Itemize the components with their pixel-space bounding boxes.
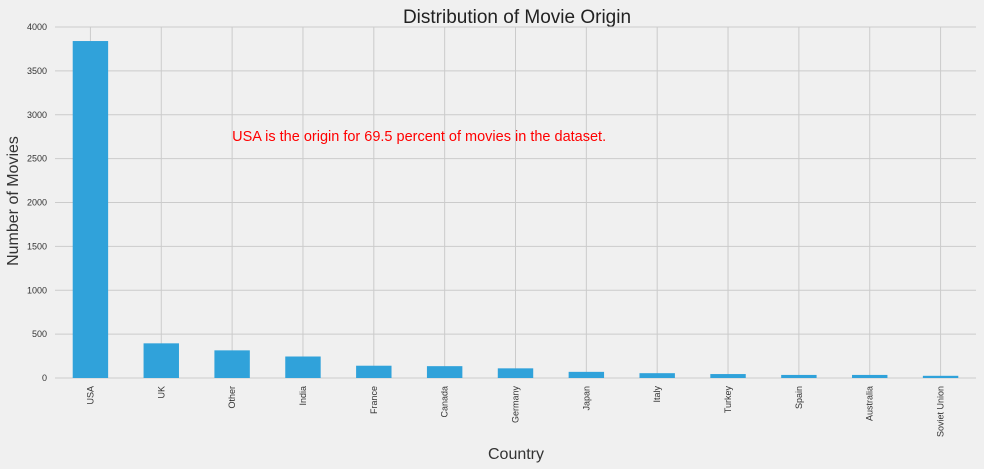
- y-tick-label: 3000: [27, 110, 47, 120]
- x-tick-label: Soviet Union: [936, 386, 946, 437]
- x-tick-label: India: [298, 386, 308, 406]
- x-tick-label: Germany: [511, 386, 521, 424]
- x-tick-label: Turkey: [723, 386, 733, 414]
- x-tick-labels: USA UK Other India France Canada Germany Japan I…: [85, 386, 945, 438]
- y-tick-label: 2000: [27, 198, 47, 208]
- x-tick-label: Canada: [440, 386, 450, 418]
- y-tick-label: 0: [42, 373, 47, 383]
- y-tick-label: 500: [32, 329, 47, 339]
- y-tick-label: 2500: [27, 154, 47, 164]
- bar-italy: [639, 373, 675, 378]
- y-tick-label: 4000: [27, 22, 47, 32]
- bar-other: [214, 350, 250, 378]
- bar-japan: [568, 371, 605, 378]
- bar-australia: [852, 374, 888, 378]
- chart-annotation: USA is the origin for 69.5 percent of mo…: [232, 129, 606, 145]
- y-tick-label: 1000: [27, 285, 47, 295]
- bar-usa: [72, 41, 109, 378]
- x-tick-label: Italy: [652, 386, 662, 403]
- bar-soviet-union: [922, 375, 959, 378]
- bar-uk: [143, 343, 179, 378]
- bar-spain: [781, 374, 817, 378]
- bar-canada: [426, 366, 463, 378]
- bars: [72, 41, 959, 378]
- y-tick-label: 3500: [27, 66, 47, 76]
- y-tick-label: 1500: [27, 241, 47, 251]
- x-tick-label: Spain: [794, 386, 804, 409]
- chart-title: Distribution of Movie Origin: [403, 7, 631, 28]
- grid-lines: [55, 26, 976, 379]
- bar-germany: [497, 368, 534, 378]
- x-axis-label: Country: [488, 446, 544, 463]
- x-tick-label: UK: [156, 386, 166, 399]
- x-tick-label: Japan: [581, 386, 591, 411]
- x-tick-label: Australia: [865, 386, 875, 421]
- x-tick-label: Other: [227, 386, 237, 409]
- y-axis-label: Number of Movies: [5, 136, 22, 266]
- bar-india: [285, 356, 321, 378]
- bar-france: [356, 365, 392, 378]
- bar-turkey: [710, 374, 746, 378]
- y-tick-labels: 0 500 1000 1500 2000 2500 3000 3500 4000: [27, 22, 47, 383]
- x-tick-label: USA: [85, 386, 95, 405]
- x-tick-label: France: [369, 386, 379, 414]
